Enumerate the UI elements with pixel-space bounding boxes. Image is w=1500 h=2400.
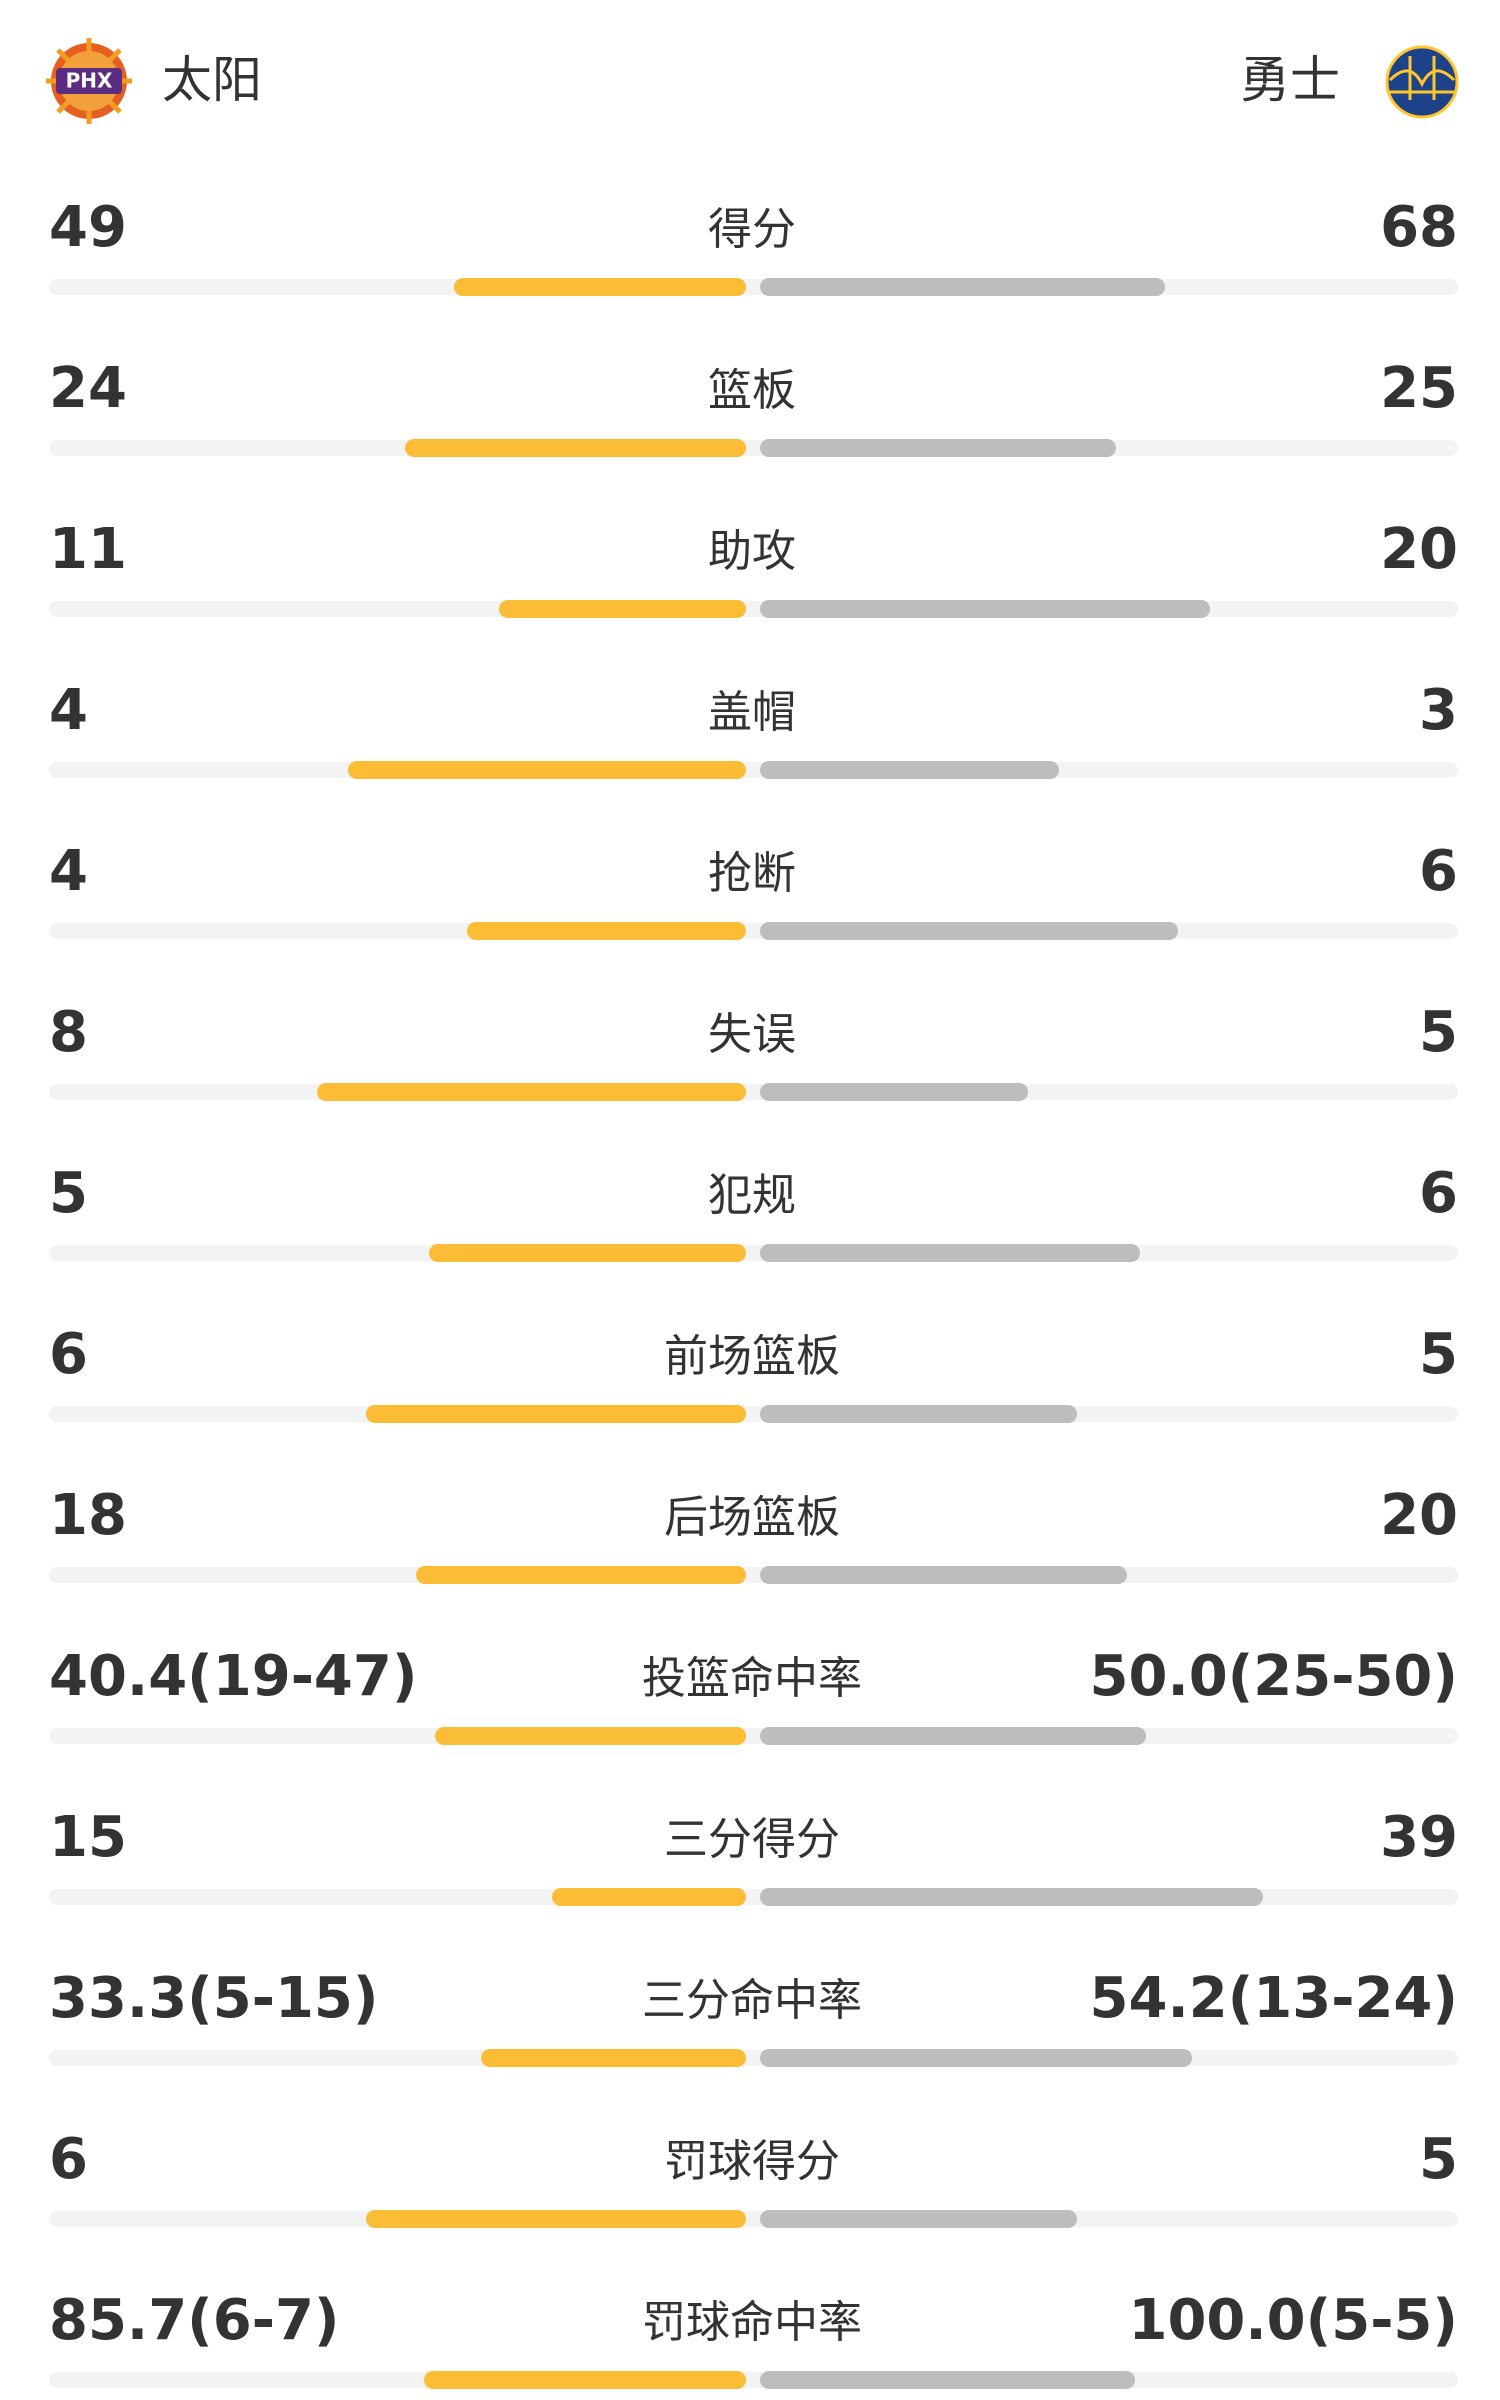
away-bar <box>760 278 1166 296</box>
away-bar <box>760 1888 1264 1906</box>
stat-label: 得分 <box>708 204 796 255</box>
bar-track <box>49 923 1458 939</box>
home-value: 6 <box>49 2127 88 2192</box>
away-value: 39 <box>1380 1805 1458 1870</box>
bar-track <box>49 1245 1458 1261</box>
away-bar <box>760 1244 1141 1262</box>
away-team: 勇士 <box>1240 51 1340 109</box>
home-value: 8 <box>49 1000 88 1065</box>
away-bar <box>760 922 1179 940</box>
away-bar <box>760 1727 1146 1745</box>
bar-track <box>49 1567 1458 1583</box>
away-value: 6 <box>1419 839 1458 904</box>
home-team: 太阳 <box>162 51 262 109</box>
home-bar <box>454 278 746 296</box>
home-bar <box>317 1083 746 1101</box>
bar-track <box>49 2050 1458 2066</box>
stat-label: 三分命中率 <box>642 1975 862 2026</box>
home-bar <box>404 439 746 457</box>
bar-track <box>49 762 1458 778</box>
stat-label: 三分得分 <box>664 1814 840 1865</box>
home-value: 4 <box>49 678 88 743</box>
bar-track <box>49 2372 1458 2388</box>
home-bar <box>429 1244 746 1262</box>
away-bar <box>760 439 1116 457</box>
away-bar <box>760 2371 1136 2389</box>
away-value: 20 <box>1380 517 1458 582</box>
home-value: 18 <box>49 1483 127 1548</box>
home-value: 11 <box>49 517 127 582</box>
stat-label: 投篮命中率 <box>642 1653 862 1704</box>
stat-label: 罚球命中率 <box>642 2297 862 2348</box>
home-value: 85.7(6-7) <box>49 2288 340 2353</box>
stat-label: 盖帽 <box>708 687 796 738</box>
home-bar <box>347 761 746 779</box>
away-bar <box>760 2049 1192 2067</box>
home-bar <box>365 2210 746 2228</box>
home-bar <box>434 1727 746 1745</box>
home-value: 5 <box>49 1161 88 1226</box>
home-bar <box>424 2371 746 2389</box>
bar-track <box>49 1406 1458 1422</box>
away-value: 5 <box>1419 1000 1458 1065</box>
away-value: 5 <box>1419 2127 1458 2192</box>
away-value: 5 <box>1419 1322 1458 1387</box>
bar-track <box>49 279 1458 295</box>
away-bar <box>760 2210 1077 2228</box>
home-value: 33.3(5-15) <box>49 1966 379 2031</box>
away-value: 20 <box>1380 1483 1458 1548</box>
stat-label: 前场篮板 <box>664 1331 840 1382</box>
home-value: 40.4(19-47) <box>49 1644 418 1709</box>
away-bar <box>760 1083 1029 1101</box>
stat-label: 罚球得分 <box>664 2136 840 2187</box>
away-value: 3 <box>1419 678 1458 743</box>
suns-logo: PHX <box>46 38 132 124</box>
away-bar <box>760 1405 1077 1423</box>
home-bar <box>480 2049 746 2067</box>
home-value: 24 <box>49 356 127 421</box>
bar-track <box>49 2211 1458 2227</box>
away-value: 54.2(13-24) <box>1089 1966 1458 2031</box>
home-value: 4 <box>49 839 88 904</box>
bar-track <box>49 1084 1458 1100</box>
away-bar <box>760 761 1059 779</box>
away-value: 25 <box>1380 356 1458 421</box>
home-value: 6 <box>49 1322 88 1387</box>
stat-label: 后场篮板 <box>664 1492 840 1543</box>
logo-text: PHX <box>66 69 113 93</box>
away-bar <box>760 1566 1127 1584</box>
away-value: 6 <box>1419 1161 1458 1226</box>
bar-track <box>49 440 1458 456</box>
warriors-logo <box>1385 45 1459 119</box>
home-value: 15 <box>49 1805 127 1870</box>
away-value: 68 <box>1380 195 1458 260</box>
bar-track <box>49 1728 1458 1744</box>
home-bar <box>552 1888 746 1906</box>
home-value: 49 <box>49 195 127 260</box>
home-bar <box>467 922 746 940</box>
stat-label: 抢断 <box>708 848 796 899</box>
stat-label: 犯规 <box>708 1170 796 1221</box>
away-value: 100.0(5-5) <box>1128 2288 1459 2353</box>
home-bar <box>365 1405 746 1423</box>
home-bar <box>415 1566 746 1584</box>
stat-label: 助攻 <box>708 526 796 577</box>
away-value: 50.0(25-50) <box>1089 1644 1458 1709</box>
bar-track <box>49 601 1458 617</box>
home-bar <box>498 600 746 618</box>
stat-label: 失误 <box>708 1009 796 1060</box>
away-bar <box>760 600 1210 618</box>
stat-label: 篮板 <box>708 365 796 416</box>
